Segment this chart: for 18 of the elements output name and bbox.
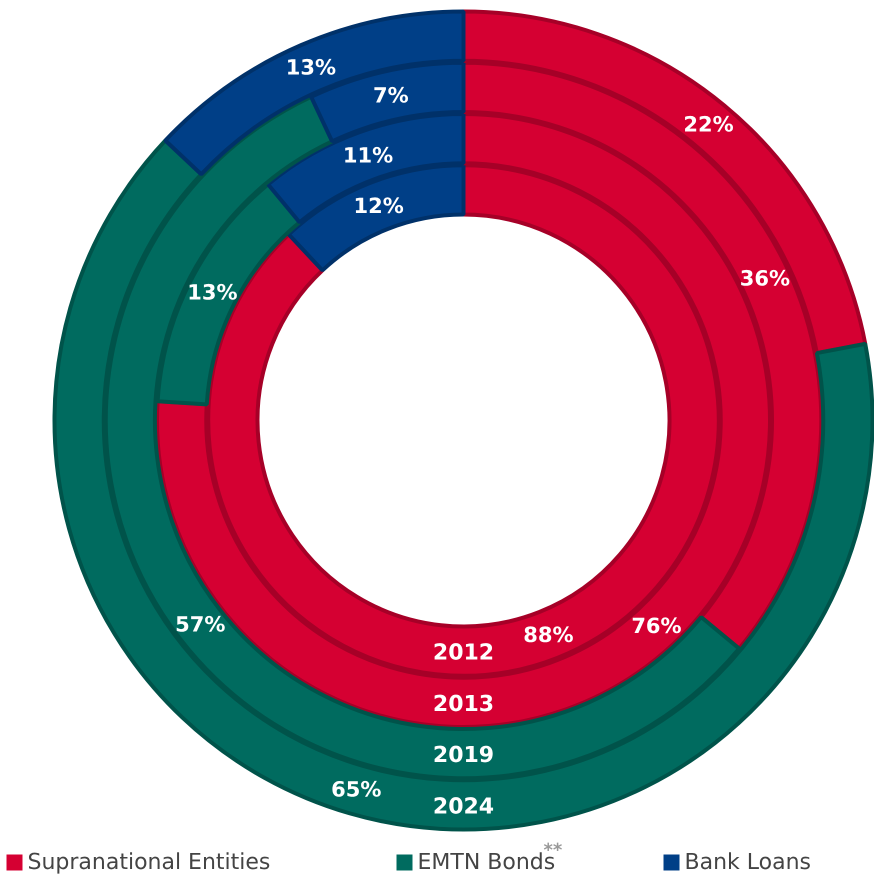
data-label: 57% [175,612,226,637]
data-label: 12% [353,194,404,218]
data-label: 65% [331,778,382,802]
legend-label: EMTN Bonds** [418,840,563,875]
slice-label: 2012 [432,640,494,666]
legend-label: Supranational Entities [28,850,270,875]
data-label: 7% [373,83,409,108]
slice-label: 2013 [432,692,494,717]
data-label: 88% [523,622,574,647]
data-label: 11% [342,143,394,168]
data-label: 36% [740,266,790,291]
data-label: 13% [286,56,336,80]
slice-label: 2019 [432,743,494,768]
legend-label: Bank Loans [684,850,811,875]
data-label: 76% [631,614,682,638]
slice-label: 2024 [432,794,494,820]
data-label: 13% [187,280,238,305]
data-label: 22% [683,112,734,136]
